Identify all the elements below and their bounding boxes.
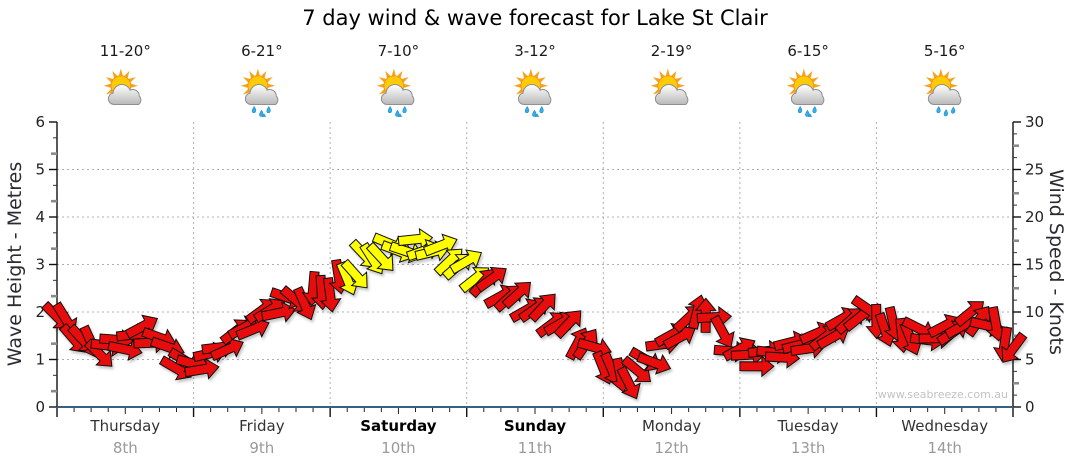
day-temp: 6-21°	[241, 42, 283, 60]
day-date: 8th	[112, 439, 138, 457]
day-label: Monday	[641, 417, 702, 435]
day-date: 10th	[381, 439, 416, 457]
day-temp: 3-12°	[514, 42, 556, 60]
day-temp: 5-16°	[923, 42, 966, 60]
wind-arrow	[553, 310, 582, 340]
left-axis: 0 1 2 3 4 5 6	[35, 113, 58, 416]
right-axis-tick-label: 10	[1025, 303, 1044, 321]
weather-icon-sun-cloud-rain	[920, 67, 970, 121]
day-date: 11th	[517, 439, 553, 457]
right-axis-tick-label: 20	[1025, 208, 1044, 226]
day-label: Saturday	[360, 417, 437, 435]
day-label: Thursday	[90, 417, 161, 435]
wind-arrow	[235, 317, 270, 341]
left-axis-tick-label: 1	[35, 351, 45, 369]
left-axis-tick-label: 2	[35, 303, 45, 321]
weather-icon-sun-cloud	[647, 67, 697, 121]
right-axis-title: Wind Speed - Knots	[1045, 169, 1067, 355]
left-axis-tick-label: 5	[35, 161, 45, 179]
wind-arrow	[124, 314, 159, 340]
watermark: www.seabreeze.com.au	[877, 388, 1008, 401]
bottom-axis	[56, 406, 1014, 417]
wind-arrow	[1001, 331, 1028, 363]
wind-arrow	[184, 357, 220, 380]
day-date: 12th	[654, 439, 689, 457]
day-label: Friday	[239, 417, 285, 435]
wind-arrow	[340, 258, 368, 289]
right-axis-tick-label: 0	[1025, 398, 1035, 416]
wind-arrow	[475, 266, 507, 293]
wind-arrow	[616, 365, 641, 400]
day-temp: 6-15°	[787, 42, 829, 60]
day-temp: 7-10°	[377, 42, 420, 60]
day-temp: 2-19°	[650, 42, 693, 60]
left-axis-tick-label: 3	[35, 256, 45, 274]
weather-icon-sun-cloud-rain	[373, 67, 423, 121]
weather-icon-sun-cloud-rain	[783, 67, 833, 121]
wind-arrow	[527, 293, 556, 323]
wind-arrow	[107, 339, 143, 362]
weather-icon-sun-cloud	[100, 67, 150, 121]
wind-arrow	[501, 281, 532, 310]
right-axis-tick-label: 5	[1025, 351, 1035, 369]
right-axis-tick-label: 30	[1025, 113, 1044, 131]
right-axis-tick-label: 25	[1025, 161, 1044, 179]
day-label: Tuesday	[777, 417, 839, 435]
left-axis-title: Wave Height - Metres	[4, 161, 26, 367]
wind-arrow	[365, 241, 394, 271]
wind-arrow	[636, 352, 672, 375]
left-axis-tick-label: 0	[35, 398, 45, 416]
right-axis: 0 5 10 15 20 25 30	[1012, 113, 1044, 416]
weather-icon-sun-cloud-rain	[237, 67, 287, 121]
wind-arrow	[710, 314, 735, 348]
weather-icon-sun-cloud-rain	[510, 67, 560, 121]
wind-arrow	[335, 260, 360, 296]
chart-title: 7 day wind & wave forecast for Lake St C…	[302, 6, 768, 30]
day-temp: 11-20°	[99, 42, 151, 60]
wind-arrow	[319, 277, 342, 313]
day-date: 13th	[790, 439, 826, 457]
day-date: 14th	[927, 439, 962, 457]
day-label: Sunday	[503, 417, 567, 435]
day-date: 9th	[249, 439, 275, 457]
wind-arrow	[449, 249, 483, 275]
wind-arrows-layer	[41, 227, 1028, 400]
wind-arrow	[209, 337, 244, 362]
left-axis-tick-label: 6	[35, 113, 45, 131]
left-axis-tick-label: 4	[35, 208, 45, 226]
wind-arrow	[620, 355, 652, 382]
right-axis-tick-label: 15	[1025, 256, 1044, 274]
wind-arrow	[260, 301, 297, 323]
day-label: Wednesday	[901, 417, 989, 435]
wind-arrow	[292, 285, 317, 321]
wind-arrow	[158, 355, 192, 381]
